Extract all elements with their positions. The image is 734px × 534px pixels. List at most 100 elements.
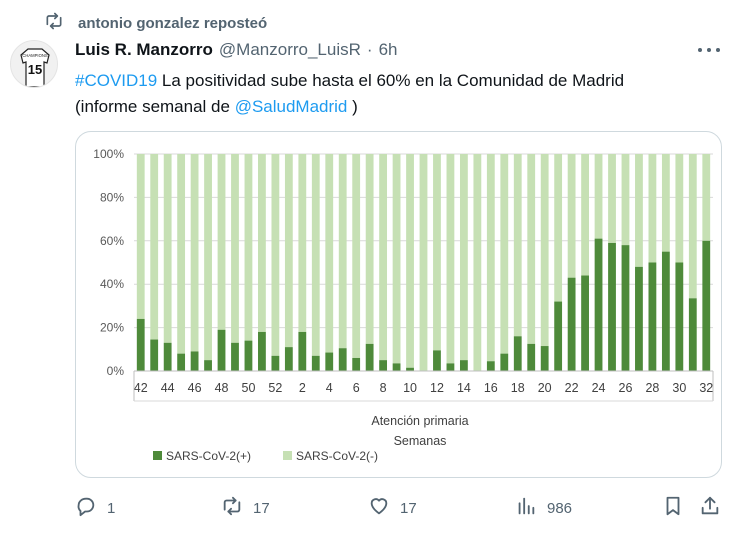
repost-button[interactable]: 17 — [221, 494, 270, 522]
media-card[interactable]: 0% 20% 40% 60% 80% 100% 42 44 46 48 50 52 2 4 6 8 10 12 1… — [75, 131, 722, 478]
bar-negative — [554, 154, 563, 302]
bar-positive — [635, 266, 643, 371]
x-axis-label-2: Semanas — [394, 434, 447, 448]
bar-positive — [581, 275, 589, 371]
bar-negative — [217, 154, 226, 330]
bar-negative — [231, 154, 239, 343]
bar-negative — [446, 154, 455, 364]
heart-icon — [368, 495, 390, 521]
x-tick-label: 50 — [242, 381, 256, 395]
reply-icon — [75, 495, 97, 521]
bar-negative — [311, 154, 320, 356]
bar-positive — [190, 351, 199, 371]
bar-negative — [648, 154, 657, 263]
x-tick-label: 10 — [403, 381, 417, 395]
bar-negative — [365, 154, 374, 344]
bar-negative — [513, 154, 522, 337]
bar-negative — [540, 154, 549, 347]
bar-negative — [635, 154, 643, 267]
bar-negative — [244, 154, 253, 341]
bar-positive — [392, 363, 401, 371]
like-count: 17 — [400, 499, 417, 517]
bar-positive — [433, 350, 441, 371]
tweet-text-part: ) — [347, 97, 358, 116]
mention-link[interactable]: @SaludMadrid — [234, 97, 348, 116]
bar-negative — [406, 154, 414, 368]
x-tick-label: 52 — [268, 381, 282, 395]
share-icon — [699, 495, 721, 521]
bar-positive — [406, 367, 414, 371]
tweet-time[interactable]: 6h — [378, 40, 398, 59]
reply-button[interactable]: 1 — [75, 494, 115, 522]
x-tick-label: 16 — [484, 381, 498, 395]
bar-negative — [500, 154, 509, 354]
repost-icon — [44, 11, 64, 36]
bar-positive — [231, 342, 239, 371]
x-tick-label: 14 — [457, 381, 471, 395]
author-name[interactable]: Luis R. Manzorro — [75, 40, 213, 59]
bar-positive — [675, 262, 684, 371]
bar-negative — [433, 154, 441, 351]
tweet-actions: 1 17 17 986 — [75, 494, 725, 522]
x-tick-label: 12 — [430, 381, 444, 395]
bar-negative — [271, 154, 280, 356]
bar-negative — [594, 154, 603, 239]
bar-positive — [500, 353, 509, 371]
tweet-header: Luis R. Manzorro @Manzorro_LuisR · 6h — [75, 40, 397, 62]
repost-indicator[interactable]: antonio gonzalez reposteó — [44, 12, 267, 34]
views-button[interactable]: 986 — [515, 494, 572, 522]
bar-positive — [325, 352, 334, 371]
share-button[interactable] — [699, 494, 721, 522]
legend-swatch — [283, 451, 292, 460]
more-options-icon[interactable] — [698, 44, 720, 56]
y-tick-label: 80% — [100, 190, 124, 204]
bar-negative — [136, 154, 145, 319]
bar-positive — [459, 360, 468, 371]
legend-label: SARS-CoV-2(+) — [166, 449, 251, 463]
bar-positive — [513, 336, 522, 371]
stacked-bar-chart: 0%20%40%60%80%100% 42 44 46 48 50 52 2 4 6 8 10 12 1… — [93, 147, 714, 463]
bar-positive — [284, 347, 293, 371]
bar-negative — [581, 154, 589, 276]
bar-negative — [688, 154, 697, 299]
bar-negative — [190, 154, 199, 352]
like-button[interactable]: 17 — [368, 494, 417, 522]
bar-negative — [702, 154, 711, 241]
bar-negative — [608, 154, 616, 243]
bar-positive — [567, 277, 576, 371]
x-tick-label: 26 — [619, 381, 633, 395]
bar-positive — [271, 355, 280, 371]
author-handle[interactable]: @Manzorro_LuisR — [218, 40, 361, 59]
bar-negative — [204, 154, 212, 361]
x-tick-label: 44 — [161, 381, 175, 395]
bookmark-button[interactable] — [662, 494, 684, 522]
bar-negative — [150, 154, 159, 340]
bar-positive — [365, 343, 374, 371]
bar-positive — [338, 348, 347, 371]
repost-count: 17 — [253, 499, 270, 517]
bar-negative — [177, 154, 186, 354]
x-tick-label: 6 — [353, 381, 360, 395]
legend-swatch — [153, 451, 162, 460]
bar-positive — [150, 339, 159, 371]
x-tick-label: 22 — [565, 381, 579, 395]
tweet-text-part: La positividad sube hasta el 60% en la C… — [157, 71, 625, 90]
avatar[interactable]: CHAMPIONS 15 — [10, 40, 58, 88]
bar-positive — [298, 331, 307, 371]
hashtag-link[interactable]: #COVID19 — [75, 71, 158, 90]
tweet-text: #COVID19 La positividad sube hasta el 60… — [75, 68, 715, 120]
bar-negative — [459, 154, 468, 361]
repost-text[interactable]: antonio gonzalez reposteó — [78, 14, 268, 32]
x-axis-label-1: Atención primaria — [371, 414, 468, 428]
y-tick-label: 40% — [100, 277, 124, 291]
avatar-jersey-text: CHAMPIONS — [22, 53, 48, 58]
views-count: 986 — [547, 499, 573, 517]
avatar-number: 15 — [28, 62, 42, 77]
y-tick-label: 60% — [100, 234, 124, 248]
bar-negative — [473, 154, 482, 371]
bar-positive — [258, 331, 266, 371]
bar-positive — [136, 318, 145, 371]
bar-positive — [163, 342, 172, 371]
bar-positive — [648, 262, 657, 371]
y-tick-label: 0% — [107, 364, 125, 378]
